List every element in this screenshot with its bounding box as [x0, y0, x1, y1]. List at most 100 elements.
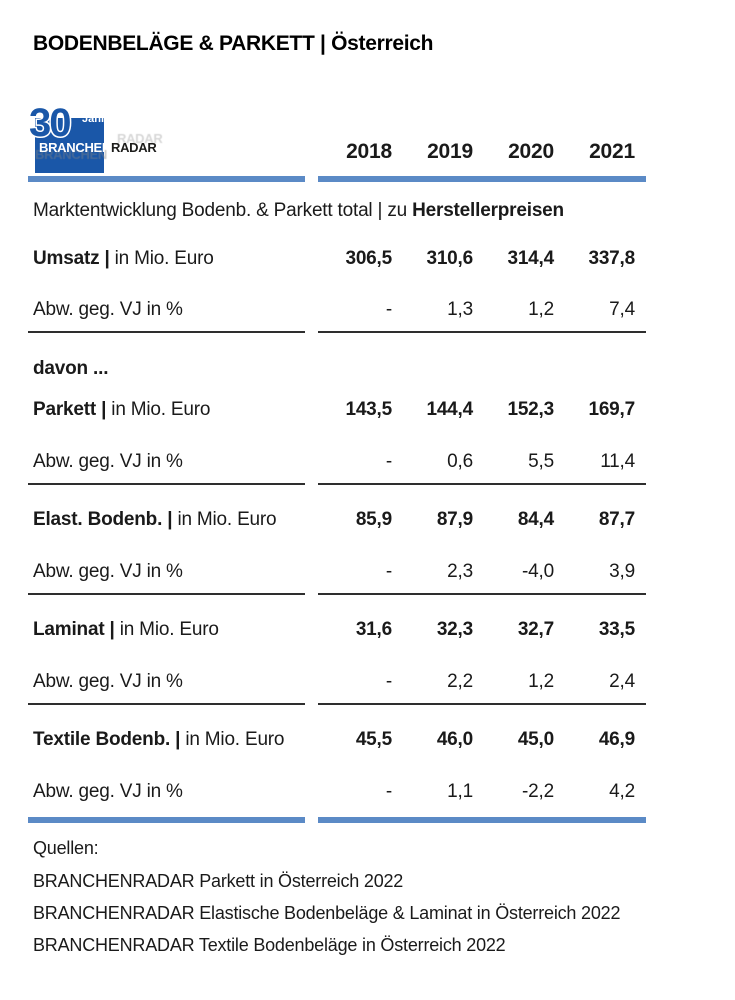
abw-cell: 4,2 — [609, 781, 635, 802]
davon-row: davon ... — [33, 357, 635, 381]
row-textile-bodenb-abw: Abw. geg. VJ in % - 1,1 -2,2 4,2 — [33, 780, 635, 804]
logo-blue-square — [35, 118, 104, 173]
divider-thin — [28, 483, 646, 485]
abw-cell: -4,0 — [522, 561, 554, 582]
source-line: BRANCHENRADAR Elastische Bodenbeläge & L… — [33, 903, 621, 923]
year-column-2021: 2021 — [589, 140, 635, 163]
abw-cell: 1,1 — [447, 781, 473, 802]
row-label-rest: in Mio. Euro — [172, 509, 277, 530]
divider-thin — [28, 703, 646, 705]
year-column-2019: 2019 — [427, 140, 473, 163]
page-title: BODENBELÄGE & PARKETT | Österreich — [33, 32, 434, 55]
value-cell: 169,7 — [588, 399, 635, 420]
abw-label: Abw. geg. VJ in % — [33, 781, 183, 802]
source-line: BRANCHENRADAR Parkett in Österreich 2022 — [33, 871, 404, 891]
abw-cell: 0,6 — [447, 451, 473, 472]
row-parkett: Parkett | in Mio. Euro 143,5 144,4 152,3… — [33, 398, 635, 422]
divider-segment — [318, 703, 646, 705]
divider-segment — [28, 703, 305, 705]
abw-cell: 11,4 — [600, 451, 635, 472]
year-column-2018: 2018 — [346, 140, 392, 163]
logo-30-number: 30 — [29, 101, 70, 145]
abw-cell: 2,4 — [609, 671, 635, 692]
value-cell: 143,5 — [345, 399, 392, 420]
value-cell: 87,7 — [598, 509, 635, 530]
value-cell: 84,4 — [517, 509, 554, 530]
value-cell: 31,6 — [355, 619, 392, 640]
year-header-spacer — [33, 140, 311, 164]
sources-heading: Quellen: — [33, 838, 99, 858]
branchenradar-logo: 30 Jahre BRANCHENRADAR — [28, 100, 210, 178]
logo-30-years-icon: 30 — [28, 100, 74, 147]
divider-segment — [318, 483, 646, 485]
section-title-row: Marktentwicklung Bodenb. & Parkett total… — [33, 199, 635, 223]
row-umsatz: Umsatz | in Mio. Euro 306,5 310,6 314,4 … — [33, 247, 635, 271]
divider-segment — [28, 176, 305, 182]
row-label: Parkett | in Mio. Euro — [33, 398, 311, 422]
row-textile-bodenb: Textile Bodenb. | in Mio. Euro 45,5 46,0… — [33, 728, 635, 752]
abw-cell: 2,2 — [447, 671, 473, 692]
row-elast-bodenb-abw: Abw. geg. VJ in % - 2,3 -4,0 3,9 — [33, 560, 635, 584]
abw-cell: - — [385, 671, 392, 692]
divider-thin — [28, 593, 646, 595]
divider-segment — [318, 176, 646, 182]
abw-cell: - — [385, 781, 392, 802]
row-label-bold: Umsatz | — [33, 248, 110, 269]
value-cell: 85,9 — [355, 509, 392, 530]
row-label-bold: Elast. Bodenb. | — [33, 509, 173, 530]
abw-label: Abw. geg. VJ in % — [33, 451, 183, 472]
row-parkett-abw: Abw. geg. VJ in % - 0,6 5,5 11,4 — [33, 450, 635, 474]
value-cell: 45,0 — [517, 729, 554, 750]
abw-cell: 7,4 — [609, 299, 635, 320]
abw-cell: - — [385, 561, 392, 582]
row-label: Umsatz | in Mio. Euro — [33, 247, 311, 271]
abw-label: Abw. geg. VJ in % — [33, 671, 183, 692]
davon-label: davon ... — [33, 358, 109, 379]
row-label-bold: Textile Bodenb. | — [33, 729, 181, 750]
row-label-bold: Parkett | — [33, 399, 107, 420]
value-cell: 306,5 — [345, 248, 392, 269]
row-label-bold: Laminat | — [33, 619, 115, 640]
row-label-rest: in Mio. Euro — [109, 248, 214, 269]
value-cell: 32,3 — [436, 619, 473, 640]
abw-cell: - — [385, 451, 392, 472]
row-elast-bodenb: Elast. Bodenb. | in Mio. Euro 85,9 87,9 … — [33, 508, 635, 532]
value-cell: 337,8 — [588, 248, 635, 269]
value-cell: 46,0 — [436, 729, 473, 750]
row-umsatz-abw: Abw. geg. VJ in % - 1,3 1,2 7,4 — [33, 298, 635, 322]
row-laminat-abw: Abw. geg. VJ in % - 2,2 1,2 2,4 — [33, 670, 635, 694]
divider-thin — [28, 331, 646, 333]
divider-segment — [28, 593, 305, 595]
abw-cell: - — [385, 299, 392, 320]
abw-cell: 1,3 — [447, 299, 473, 320]
abw-cell: 1,2 — [528, 299, 554, 320]
row-label-rest: in Mio. Euro — [114, 619, 219, 640]
value-cell: 152,3 — [507, 399, 554, 420]
section-title-bold: Herstellerpreisen — [412, 200, 564, 221]
value-cell: 310,6 — [426, 248, 473, 269]
logo-branchen-text: BRANCHEN — [39, 140, 111, 155]
year-column-2020: 2020 — [508, 140, 554, 163]
value-cell: 87,9 — [436, 509, 473, 530]
divider-segment — [318, 593, 646, 595]
divider-blue-bottom — [28, 817, 646, 823]
divider-segment — [318, 817, 646, 823]
logo-jahre-label: Jahre — [82, 113, 112, 125]
value-cell: 46,9 — [598, 729, 635, 750]
value-cell: 314,4 — [507, 248, 554, 269]
abw-cell: 5,5 — [528, 451, 554, 472]
divider-segment — [28, 331, 305, 333]
value-cell: 144,4 — [426, 399, 473, 420]
row-label-rest: in Mio. Euro — [180, 729, 285, 750]
value-cell: 45,5 — [355, 729, 392, 750]
source-line: BRANCHENRADAR Textile Bodenbeläge in Öst… — [33, 935, 506, 955]
row-label: Textile Bodenb. | in Mio. Euro — [33, 728, 311, 752]
divider-segment — [28, 817, 305, 823]
abw-cell: 3,9 — [609, 561, 635, 582]
abw-cell: 1,2 — [528, 671, 554, 692]
abw-label: Abw. geg. VJ in % — [33, 299, 183, 320]
row-laminat: Laminat | in Mio. Euro 31,6 32,3 32,7 33… — [33, 618, 635, 642]
section-title-regular: Marktentwicklung Bodenb. & Parkett total… — [33, 200, 413, 221]
row-label: Laminat | in Mio. Euro — [33, 618, 311, 642]
